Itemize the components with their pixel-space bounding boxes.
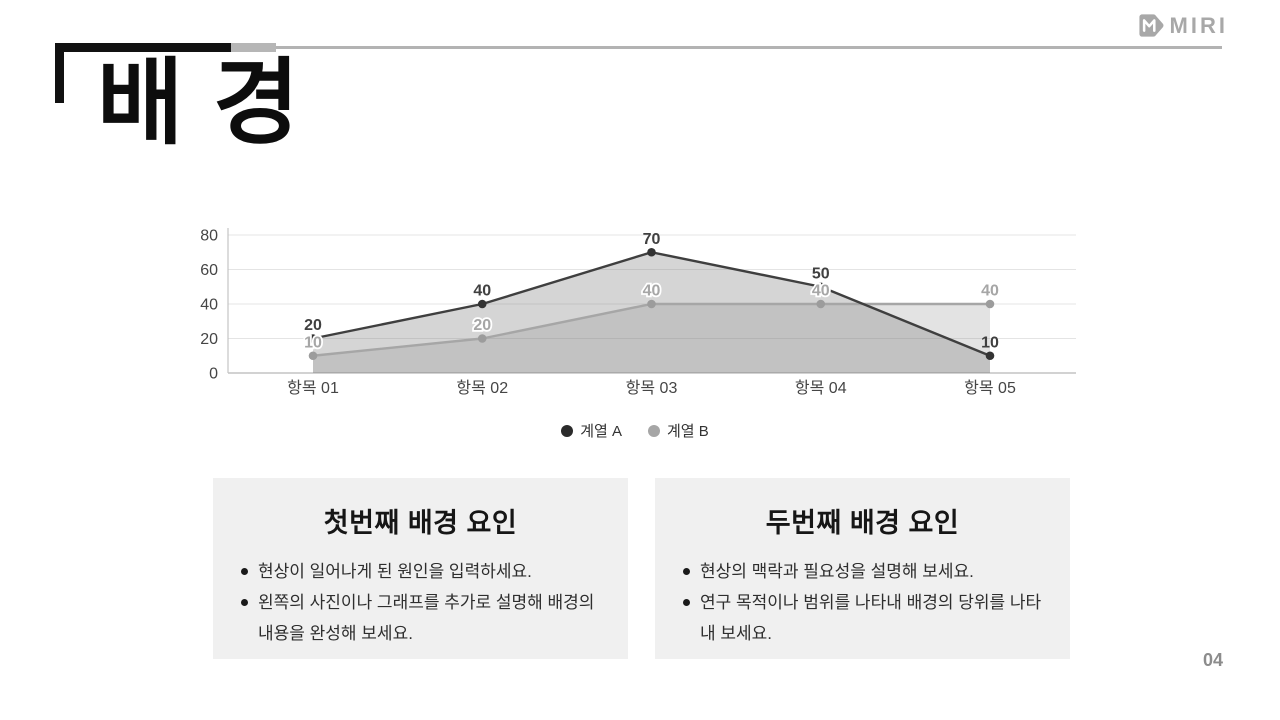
series-1-data-label: 70 (643, 231, 661, 248)
card-title-second: 두번째 배경 요인 (765, 508, 960, 538)
series-2-data-label: 40 (812, 283, 830, 300)
x-category-label: 항목 01 (287, 379, 339, 397)
header-rule-line (276, 46, 1222, 49)
chart-legend: 계열 A 계열 B (190, 420, 1080, 441)
series-2-data-label: 40 (981, 283, 999, 300)
bullet-item: 현상의 맥락과 필요성을 설명해 보세요. (681, 556, 1044, 587)
bullet-item: 연구 목적이나 범위를 나타내 배경의 당위를 나타내 보세요. (681, 587, 1044, 649)
page-number: 04 (1202, 650, 1223, 670)
card-title-first: 첫번째 배경 요인 (323, 508, 518, 538)
series-1-point (308, 334, 318, 343)
series-2-area (313, 304, 990, 373)
card-bullet-list-first: 현상이 일어나게 된 원인을 입력하세요. 왼쪽의 사진이나 그래프를 추가로 … (239, 556, 602, 649)
series-2-point (816, 299, 826, 309)
y-tick-label: 20 (200, 331, 218, 348)
y-tick-label: 60 (200, 262, 218, 279)
x-category-label: 항목 04 (795, 379, 847, 397)
miri-logo-icon (1138, 14, 1164, 37)
bullet-item: 현상이 일어나게 된 원인을 입력하세요. (239, 556, 602, 587)
series-1-point (816, 282, 826, 292)
bullet-item: 왼쪽의 사진이나 그래프를 추가로 설명해 배경의 내용을 완성해 보세요. (239, 587, 602, 649)
series-2-point (477, 334, 487, 343)
series-2-point (985, 299, 995, 309)
series-2-data-label: 40 (643, 283, 661, 300)
title-accent-bar-black (55, 43, 231, 52)
legend-marker-series-a (561, 424, 574, 437)
title-accent-bar-gray (231, 43, 276, 52)
y-tick-label: 40 (200, 297, 218, 314)
card-second-background-factor: 두번째 배경 요인 현상의 맥락과 필요성을 설명해 보세요. 연구 목적이나 … (655, 478, 1070, 659)
x-category-label: 항목 02 (456, 379, 508, 397)
series-1-data-label: 50 (812, 265, 830, 282)
legend-label-series-a: 계열 A (580, 423, 622, 440)
legend-item-series-a: 계열 A (561, 420, 622, 441)
series-2-point (647, 299, 656, 309)
legend-item-series-b: 계열 B (648, 420, 709, 441)
title-accent-bar-vertical (55, 43, 64, 103)
card-first-background-factor: 첫번째 배경 요인 현상이 일어나게 된 원인을 입력하세요. 왼쪽의 사진이나… (213, 478, 628, 659)
card-bullet-list-second: 현상의 맥락과 필요성을 설명해 보세요. 연구 목적이나 범위를 나타내 배경… (681, 556, 1044, 649)
x-category-label: 항목 03 (626, 379, 678, 397)
info-cards: 첫번째 배경 요인 현상이 일어나게 된 원인을 입력하세요. 왼쪽의 사진이나… (213, 478, 1070, 659)
series-2-data-label: 20 (473, 317, 491, 334)
series-1-data-label: 10 (981, 334, 999, 351)
series-1-point (647, 247, 656, 257)
miri-logo-text: MIRI (1169, 12, 1228, 38)
miri-logo: MIRI (1137, 11, 1228, 40)
y-tick-label: 80 (200, 228, 218, 245)
area-chart: 0 20 40 60 80 20 40 70 50 10 10 20 40 40 40 항목 01 항목 02 항… (190, 220, 1080, 441)
series-1-data-label: 20 (304, 317, 322, 334)
legend-label-series-b: 계열 B (667, 423, 709, 440)
series-1-area (313, 252, 990, 373)
series-2-data-label: 10 (304, 334, 322, 351)
series-1-point (985, 351, 995, 361)
legend-marker-series-b (648, 424, 660, 437)
series-1-point (477, 299, 487, 309)
y-tick-label: 0 (209, 366, 218, 383)
series-2-point (308, 351, 318, 361)
x-category-label: 항목 05 (964, 379, 1016, 397)
series-1-data-label: 40 (473, 283, 491, 300)
slide-title: 배 경 (97, 52, 303, 156)
